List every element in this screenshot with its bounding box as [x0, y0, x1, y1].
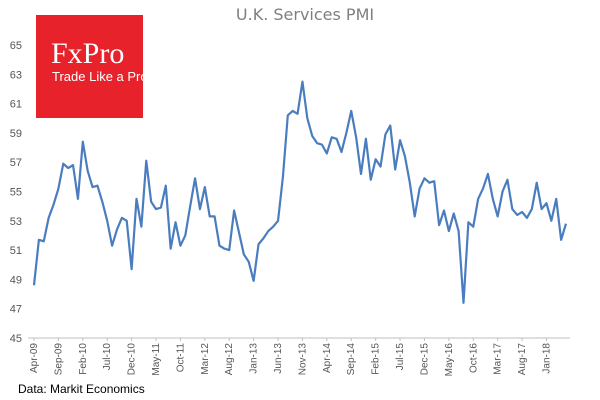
series-group [32, 80, 568, 304]
x-tick-label: Apr-09 [29, 343, 40, 373]
x-tick-label: Jul-15 [395, 343, 406, 371]
x-tick-label: Aug-12 [224, 343, 235, 376]
y-tick-label: 45 [10, 333, 22, 345]
x-tick-label: Apr-14 [322, 343, 333, 373]
y-tick-label: 63 [10, 69, 22, 81]
y-tick-label: 55 [10, 187, 22, 199]
y-tick-label: 49 [10, 274, 22, 286]
y-tick-label: 47 [10, 304, 22, 316]
y-tick-label: 61 [10, 99, 22, 111]
x-tick-label: May-16 [444, 343, 455, 377]
series-line [32, 80, 568, 304]
source-label: Data: Markit Economics [18, 382, 145, 396]
y-tick-label: 65 [10, 40, 22, 52]
x-tick-label: Aug-17 [517, 343, 528, 376]
logo-box [36, 15, 143, 118]
x-tick-label: Mar-17 [493, 343, 504, 375]
x-axis: Apr-09 Sep-09 Feb-10 Jul-10 Dec-10 May-11 Oct-… [29, 338, 552, 376]
x-tick-label: Dec-10 [127, 343, 138, 376]
x-tick-label: Jan-13 [249, 343, 260, 374]
y-tick-label: 53 [10, 216, 22, 228]
x-tick-label: Mar-12 [200, 343, 211, 375]
logo-brand: FxPro [51, 37, 124, 70]
fxpro-logo: FxPro Trade Like a Pro [36, 15, 148, 118]
x-tick-label: Sep-14 [346, 343, 357, 376]
x-tick-label: Dec-15 [419, 343, 430, 376]
x-tick-label: Oct-11 [175, 343, 186, 373]
y-tick-label: 59 [10, 128, 22, 140]
x-tick-label: Feb-15 [371, 343, 382, 375]
x-tick-label: Oct-16 [468, 343, 479, 373]
logo-tagline: Trade Like a Pro [52, 69, 148, 84]
chart-title: U.K. Services PMI [236, 5, 374, 24]
x-tick-label: Jun-13 [273, 343, 284, 374]
y-axis: 65 63 61 59 57 55 53 51 49 47 45 [10, 40, 22, 345]
x-tick-label: Jan-18 [541, 343, 552, 374]
x-tick-label: Nov-13 [297, 343, 308, 376]
x-tick-label: May-11 [151, 343, 162, 376]
x-tick-label: Sep-09 [53, 343, 64, 376]
x-tick-label: Feb-10 [78, 343, 89, 375]
y-tick-label: 57 [10, 157, 22, 169]
x-tick-label: Jul-10 [102, 343, 113, 371]
y-tick-label: 51 [10, 245, 22, 257]
